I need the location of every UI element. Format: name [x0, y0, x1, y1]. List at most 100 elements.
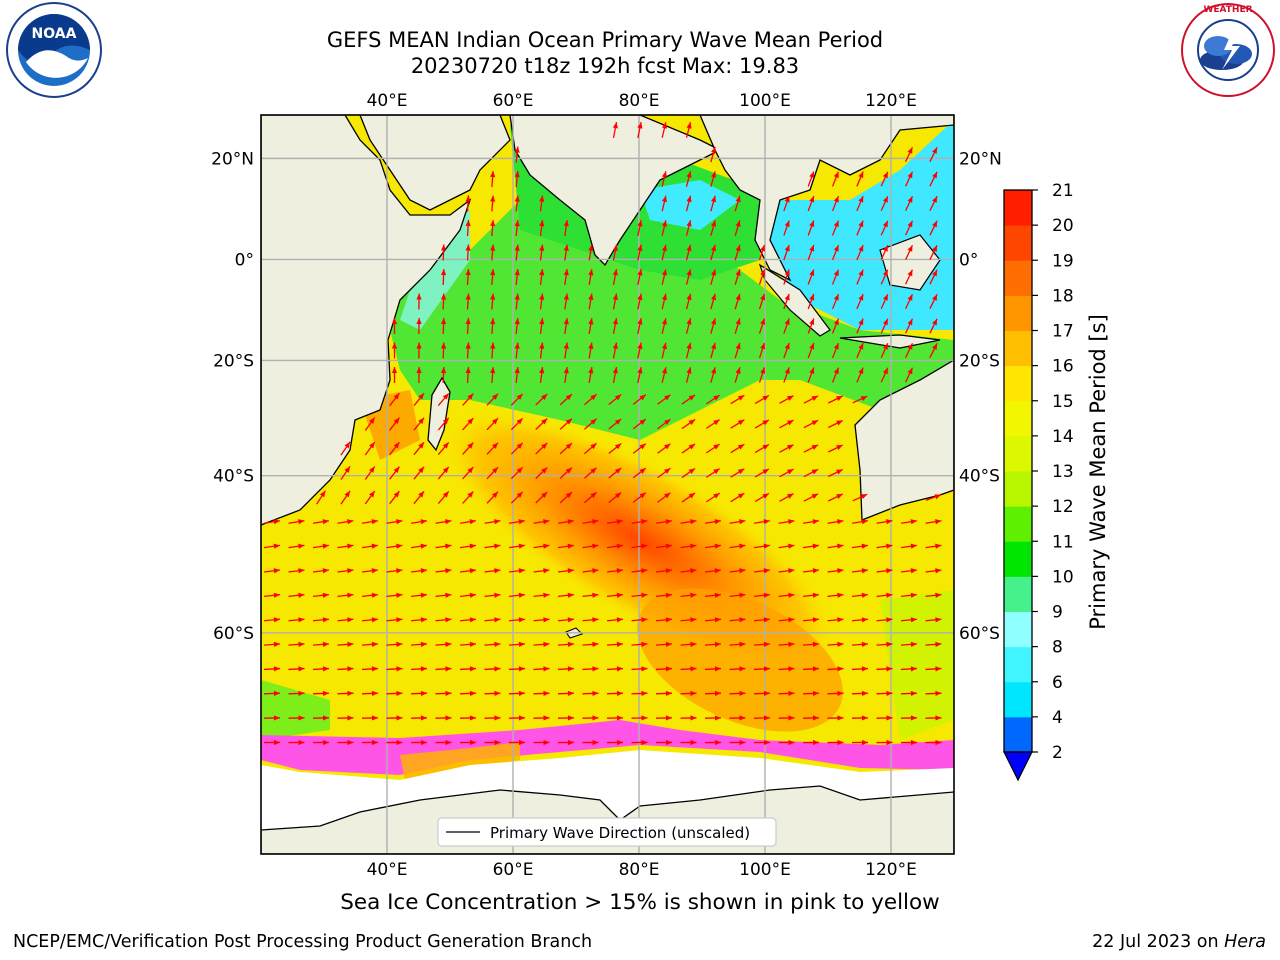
wave-arrow-head — [739, 592, 746, 598]
lon-tick-top: 120°E — [865, 91, 917, 111]
wave-arrow-head — [714, 715, 721, 721]
wave-arrow-head — [494, 617, 501, 623]
wave-arrow-head — [347, 715, 354, 721]
wave-arrow-head — [543, 568, 550, 574]
wave-arrow-head — [369, 442, 375, 449]
wave-arrow-head — [440, 342, 447, 349]
wave-arrow-head — [445, 715, 452, 721]
wave-arrow-head — [445, 543, 452, 549]
wave-arrow-head — [592, 739, 599, 746]
colorbar-tick-label: 14 — [1052, 427, 1074, 447]
wave-arrow-head — [563, 293, 569, 300]
wave-arrow-head — [932, 220, 938, 228]
wave-arrow-head — [837, 641, 844, 647]
wave-arrow-head — [737, 419, 745, 426]
wave-arrow-head — [833, 294, 839, 301]
wave-arrow-head — [518, 592, 525, 598]
wave-arrow-head — [639, 394, 646, 401]
wave-arrow-head — [543, 739, 550, 746]
wave-arrow-head — [440, 318, 447, 325]
wave-arrow-head — [465, 342, 471, 349]
wave-arrow-head — [735, 269, 741, 276]
wave-arrow-head — [465, 195, 471, 202]
wave-arrow-head — [665, 543, 672, 549]
wave-arrow-head — [467, 467, 474, 474]
wave-arrow-head — [420, 739, 427, 746]
wave-arrow-head — [858, 343, 864, 350]
wave-arrow-head — [886, 739, 893, 746]
wave-arrow-head — [612, 269, 618, 276]
wave-arrow-head — [592, 690, 599, 697]
wave-arrow-head — [543, 543, 550, 549]
wave-arrow-head — [567, 666, 574, 672]
wave-arrow-head — [539, 244, 545, 251]
wave-arrow-head — [541, 467, 548, 474]
lon-tick-bottom: 40°E — [367, 860, 408, 880]
wave-arrow-head — [371, 592, 378, 598]
wave-arrow-head — [833, 343, 839, 350]
wave-arrow-head — [565, 418, 572, 425]
wave-arrow-head — [445, 690, 452, 697]
wave-arrow-head — [465, 293, 471, 300]
wave-arrow-head — [518, 568, 525, 574]
wave-arrow-head — [420, 543, 427, 549]
wave-arrow-head — [469, 690, 476, 697]
wave-arrow-head — [786, 395, 794, 401]
wave-arrow-head — [592, 715, 599, 721]
wave-arrow-head — [809, 318, 815, 326]
wave-arrow-head — [739, 715, 746, 721]
wave-arrow-head — [588, 318, 594, 325]
colorbar-segment — [1004, 295, 1032, 331]
wave-arrow-head — [690, 641, 697, 647]
wave-arrow-head — [639, 443, 646, 450]
wave-arrow-head — [932, 245, 938, 252]
wave-arrow-head — [861, 666, 868, 672]
wave-arrow-head — [886, 666, 893, 672]
wave-arrow-head — [935, 617, 942, 623]
wave-arrow-head — [420, 519, 427, 525]
wave-arrow-head — [788, 666, 795, 672]
wave-arrow-head — [641, 715, 648, 721]
wave-arrow-head — [836, 420, 843, 426]
wave-arrow-head — [273, 617, 280, 623]
wave-arrow-head — [490, 220, 496, 227]
colorbar-segment — [1004, 435, 1032, 472]
wave-arrow-head — [711, 342, 717, 350]
wave-arrow-head — [910, 666, 917, 672]
wave-arrow-head — [541, 442, 548, 450]
wave-arrow-head — [812, 666, 819, 672]
wave-arrow-head — [886, 641, 893, 647]
wave-arrow-head — [661, 367, 667, 374]
wave-arrow-head — [539, 269, 545, 276]
wave-arrow-head — [518, 519, 525, 525]
wave-arrow-head — [907, 318, 913, 326]
wave-arrow-head — [490, 342, 496, 349]
wave-arrow-head — [590, 467, 597, 474]
wave-arrow-head — [420, 617, 427, 623]
wave-arrow-head — [837, 568, 844, 574]
wave-arrow-head — [590, 492, 597, 499]
wave-arrow-head — [541, 491, 548, 499]
wave-arrow-head — [490, 293, 496, 300]
lon-tick-top: 60°E — [493, 91, 534, 111]
wave-arrow-head — [616, 715, 623, 721]
wave-arrow-head — [298, 739, 305, 746]
colorbar-tick-label: 17 — [1052, 322, 1074, 342]
wave-arrow-head — [592, 568, 599, 574]
wave-arrow-head — [763, 739, 770, 746]
wave-arrow-head — [494, 739, 501, 746]
wave-arrow-head — [811, 469, 819, 475]
wave-arrow-head — [932, 269, 938, 277]
wave-arrow-head — [907, 147, 913, 154]
wave-arrow-head — [788, 568, 795, 574]
wave-arrow-head — [907, 196, 913, 203]
wave-arrow-head — [637, 220, 643, 227]
wave-arrow-head — [322, 641, 329, 647]
wave-arrow-head — [665, 519, 672, 525]
colorbar-segment — [1004, 541, 1032, 577]
wave-arrow-head — [393, 442, 400, 449]
map-frame — [260, 114, 955, 855]
wave-arrow-head — [737, 444, 745, 450]
colorbar-label: Primary Wave Mean Period [s] — [1086, 314, 1110, 630]
